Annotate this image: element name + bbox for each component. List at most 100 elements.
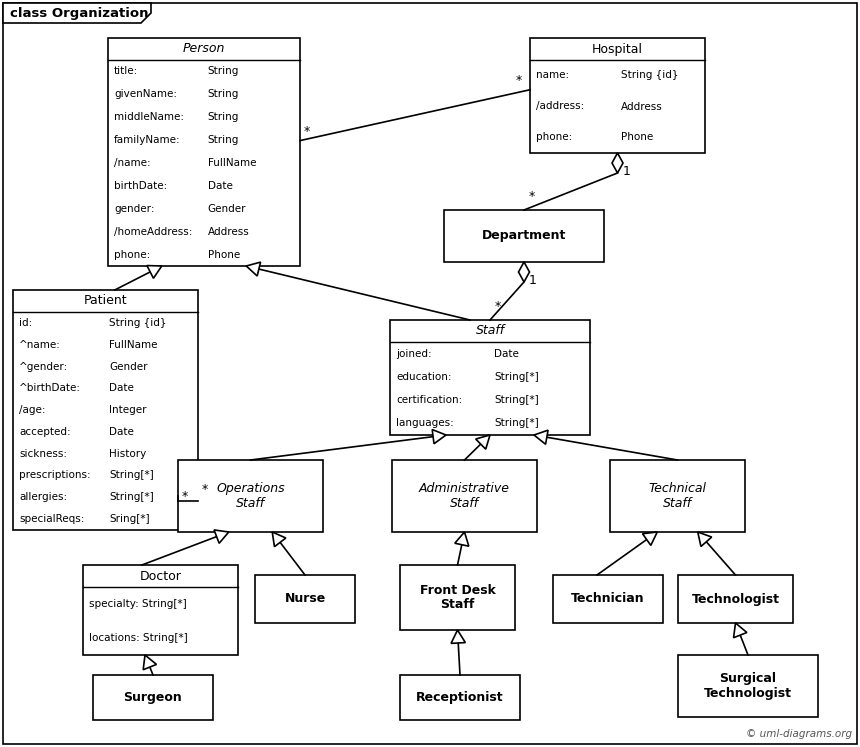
Polygon shape — [476, 435, 490, 449]
Text: *: * — [304, 125, 310, 137]
Polygon shape — [452, 630, 465, 643]
Polygon shape — [273, 532, 286, 547]
Text: Gender: Gender — [208, 204, 246, 214]
Text: familyName:: familyName: — [114, 135, 181, 145]
Bar — [392, 460, 537, 532]
Text: Staff: Staff — [476, 324, 505, 338]
Text: accepted:: accepted: — [19, 427, 71, 437]
Text: FullName: FullName — [109, 340, 157, 350]
Bar — [444, 210, 604, 262]
Text: class Organization: class Organization — [10, 7, 149, 19]
Text: *: * — [529, 190, 535, 203]
Text: ^gender:: ^gender: — [19, 362, 68, 371]
Text: 1: 1 — [623, 165, 630, 178]
Text: Technologist: Technologist — [691, 592, 779, 606]
Text: /age:: /age: — [19, 405, 46, 415]
Text: Gender: Gender — [109, 362, 148, 371]
Text: *: * — [495, 300, 501, 313]
Text: Phone: Phone — [208, 249, 240, 259]
Text: Date: Date — [208, 181, 233, 191]
Polygon shape — [642, 532, 657, 545]
Text: specialty: String[*]: specialty: String[*] — [89, 599, 187, 609]
Text: certification:: certification: — [396, 395, 463, 405]
Text: Technical
Staff: Technical Staff — [648, 482, 707, 510]
Text: /name:: /name: — [114, 158, 150, 168]
Text: prescriptions:: prescriptions: — [19, 471, 90, 480]
Bar — [13, 290, 198, 530]
Text: middleName:: middleName: — [114, 112, 184, 123]
Text: phone:: phone: — [114, 249, 150, 259]
Text: joined:: joined: — [396, 349, 432, 359]
Bar — [83, 565, 238, 655]
Text: Hospital: Hospital — [592, 43, 643, 55]
Text: Date: Date — [109, 427, 134, 437]
Text: String[*]: String[*] — [109, 492, 154, 502]
Polygon shape — [734, 623, 746, 638]
Bar — [553, 575, 663, 623]
Text: © uml-diagrams.org: © uml-diagrams.org — [746, 729, 852, 739]
Bar — [610, 460, 745, 532]
Polygon shape — [612, 153, 623, 173]
Polygon shape — [3, 3, 151, 23]
Text: 1: 1 — [529, 274, 537, 287]
Bar — [400, 565, 515, 630]
Text: String: String — [208, 135, 239, 145]
Text: gender:: gender: — [114, 204, 155, 214]
Bar — [178, 460, 323, 532]
Text: /address:: /address: — [536, 102, 584, 111]
Text: /homeAddress:: /homeAddress: — [114, 226, 193, 237]
Bar — [678, 575, 793, 623]
Bar — [108, 38, 300, 266]
Text: Surgical
Technologist: Surgical Technologist — [704, 672, 792, 700]
Text: String[*]: String[*] — [494, 395, 538, 405]
Text: String: String — [208, 90, 239, 99]
Polygon shape — [455, 532, 469, 546]
Text: Nurse: Nurse — [285, 592, 326, 606]
Text: id:: id: — [19, 318, 33, 328]
Text: Address: Address — [208, 226, 249, 237]
Text: Technician: Technician — [571, 592, 645, 606]
Text: Date: Date — [109, 383, 134, 394]
Bar — [678, 655, 818, 717]
Text: education:: education: — [396, 372, 452, 382]
Bar — [400, 675, 520, 720]
Text: Operations
Staff: Operations Staff — [216, 482, 285, 510]
Polygon shape — [214, 530, 229, 543]
Text: ^birthDate:: ^birthDate: — [19, 383, 81, 394]
Polygon shape — [143, 655, 157, 670]
Text: phone:: phone: — [536, 132, 572, 143]
Text: Receptionist: Receptionist — [416, 691, 504, 704]
Text: ^name:: ^name: — [19, 340, 61, 350]
Text: Surgeon: Surgeon — [124, 691, 182, 704]
Text: Patient: Patient — [83, 294, 127, 308]
Text: Integer: Integer — [109, 405, 147, 415]
Text: birthDate:: birthDate: — [114, 181, 167, 191]
Bar — [390, 320, 590, 435]
Text: Administrative
Staff: Administrative Staff — [419, 482, 510, 510]
Text: String[*]: String[*] — [109, 471, 154, 480]
Text: locations: String[*]: locations: String[*] — [89, 633, 187, 643]
Text: Doctor: Doctor — [139, 569, 181, 583]
Text: specialReqs:: specialReqs: — [19, 514, 84, 524]
Bar — [255, 575, 355, 623]
Text: sickness:: sickness: — [19, 449, 67, 459]
Polygon shape — [147, 265, 162, 279]
Text: languages:: languages: — [396, 418, 454, 428]
Text: Address: Address — [621, 102, 663, 111]
Text: Phone: Phone — [621, 132, 654, 143]
Text: name:: name: — [536, 70, 569, 81]
Polygon shape — [697, 532, 712, 547]
Text: String[*]: String[*] — [494, 418, 538, 428]
Polygon shape — [246, 262, 261, 276]
Text: title:: title: — [114, 66, 138, 76]
Text: givenName:: givenName: — [114, 90, 177, 99]
Text: Sring[*]: Sring[*] — [109, 514, 150, 524]
Text: allergies:: allergies: — [19, 492, 67, 502]
Text: String[*]: String[*] — [494, 372, 538, 382]
Bar — [530, 38, 705, 153]
Text: Date: Date — [494, 349, 519, 359]
Polygon shape — [534, 430, 548, 444]
Text: History: History — [109, 449, 146, 459]
Text: String {id}: String {id} — [109, 318, 167, 328]
Text: Front Desk
Staff: Front Desk Staff — [420, 583, 495, 612]
